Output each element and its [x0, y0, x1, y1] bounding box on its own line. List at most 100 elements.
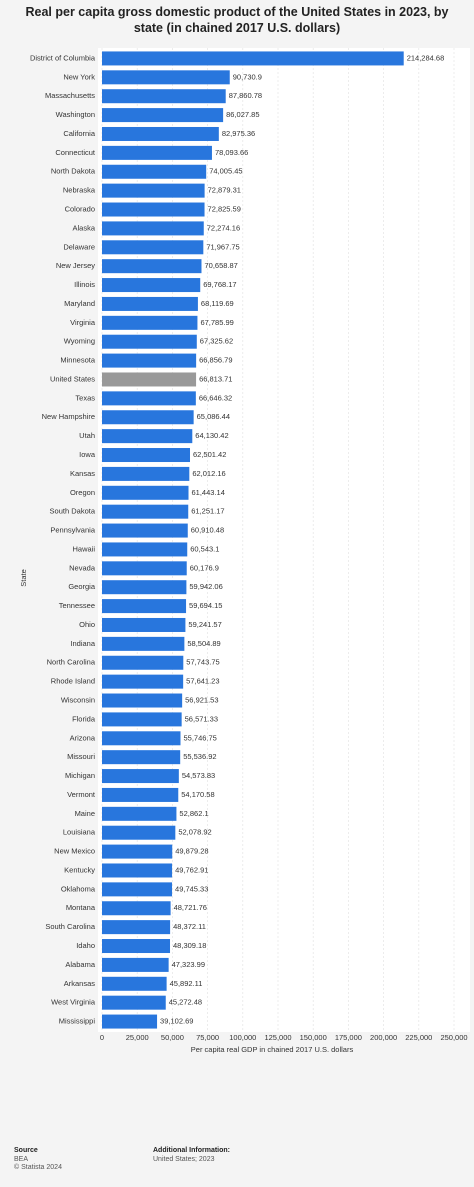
y-tick-label: Maryland	[64, 299, 95, 308]
value-label: 49,762.91	[175, 865, 208, 874]
value-label: 61,443.14	[192, 488, 225, 497]
value-label: 72,274.16	[207, 223, 240, 232]
bar	[102, 787, 179, 802]
value-label: 74,005.45	[209, 167, 242, 176]
y-tick-label: Massachusetts	[45, 91, 95, 100]
y-tick-label: Montana	[66, 903, 96, 912]
bar	[102, 561, 187, 576]
x-tick-label: 25,000	[126, 1033, 149, 1042]
bar	[102, 410, 194, 425]
y-tick-label: West Virginia	[51, 998, 96, 1007]
bar	[102, 108, 224, 123]
x-tick-label: 175,000	[335, 1033, 362, 1042]
bar	[102, 712, 182, 727]
bar	[102, 901, 171, 916]
bar	[102, 750, 181, 765]
value-label: 67,325.62	[200, 337, 233, 346]
value-label: 64,130.42	[195, 431, 228, 440]
bar	[102, 693, 183, 708]
bar	[102, 863, 173, 878]
y-tick-label: Texas	[75, 393, 95, 402]
bar	[102, 391, 196, 406]
value-label: 52,078.92	[178, 828, 211, 837]
bar	[102, 221, 204, 236]
bar	[102, 542, 188, 557]
y-tick-label: Oregon	[70, 488, 95, 497]
chart: State Per capita real GDP in chained 201…	[19, 48, 470, 1054]
value-label: 45,272.48	[169, 998, 202, 1007]
value-label: 49,745.33	[175, 884, 208, 893]
bar	[102, 353, 197, 368]
value-label: 72,879.31	[208, 186, 241, 195]
y-tick-label: Wisconsin	[61, 696, 95, 705]
bar	[102, 580, 187, 595]
y-tick-label: Tennessee	[59, 601, 95, 610]
bar	[102, 599, 187, 614]
bar	[102, 89, 226, 104]
value-label: 78,093.66	[215, 148, 248, 157]
x-tick-label: 250,000	[440, 1033, 467, 1042]
bar	[102, 504, 189, 519]
value-label: 214,284.68	[407, 53, 445, 62]
y-tick-label: New Mexico	[54, 847, 95, 856]
x-tick-label: 225,000	[405, 1033, 432, 1042]
bar	[102, 976, 167, 991]
bar	[102, 51, 404, 66]
bar	[102, 844, 173, 859]
y-tick-label: Delaware	[63, 242, 95, 251]
y-tick-label: Georgia	[68, 582, 96, 591]
y-tick-label: Kentucky	[64, 865, 95, 874]
y-tick-label: Vermont	[67, 790, 96, 799]
bar	[102, 825, 176, 840]
bar	[102, 448, 191, 463]
y-tick-label: Nevada	[69, 563, 96, 572]
value-label: 66,813.71	[199, 374, 232, 383]
bar	[102, 995, 166, 1010]
value-label: 60,176.9	[190, 563, 219, 572]
source-block: Source BEA © Statista 2024	[14, 1147, 62, 1173]
bar	[102, 240, 204, 255]
bar	[102, 278, 201, 293]
value-label: 47,323.99	[172, 960, 205, 969]
value-label: 56,921.53	[185, 696, 218, 705]
bar	[102, 617, 186, 632]
y-tick-label: Washington	[56, 110, 95, 119]
y-tick-label: North Carolina	[47, 658, 96, 667]
bar	[102, 882, 173, 897]
x-tick-label: 0	[100, 1033, 104, 1042]
value-label: 62,012.16	[192, 469, 225, 478]
copyright: © Statista 2024	[14, 1164, 62, 1171]
y-tick-label: Florida	[72, 714, 96, 723]
value-label: 60,543.1	[190, 544, 219, 553]
bar	[102, 296, 198, 311]
y-tick-label: California	[63, 129, 96, 138]
value-label: 68,119.69	[201, 299, 234, 308]
value-label: 56,571.33	[185, 714, 218, 723]
bar	[102, 334, 197, 349]
y-tick-label: Alaska	[72, 223, 95, 232]
value-label: 69,768.17	[203, 280, 236, 289]
value-label: 55,536.92	[183, 752, 216, 761]
x-tick-label: 50,000	[161, 1033, 184, 1042]
value-label: 57,641.23	[186, 677, 219, 686]
value-label: 67,785.99	[200, 318, 233, 327]
bar	[102, 523, 188, 538]
y-tick-label: South Carolina	[45, 922, 95, 931]
bar	[102, 429, 193, 444]
x-tick-label: 75,000	[196, 1033, 219, 1042]
value-label: 49,879.28	[175, 847, 208, 856]
source-heading: Source	[14, 1147, 38, 1154]
bar	[102, 806, 177, 821]
y-tick-label: Pennsylvania	[50, 526, 95, 535]
value-label: 54,573.83	[182, 771, 215, 780]
bar	[102, 466, 190, 481]
y-tick-label: Alabama	[65, 960, 95, 969]
chart-title: Real per capita gross domestic product o…	[25, 5, 449, 35]
bar	[102, 674, 184, 689]
value-label: 48,721.76	[174, 903, 207, 912]
source: BEA	[14, 1155, 29, 1163]
y-tick-label: Hawaii	[72, 544, 95, 553]
x-tick-label: 200,000	[370, 1033, 397, 1042]
bar	[102, 126, 219, 141]
value-label: 48,309.18	[173, 941, 206, 950]
